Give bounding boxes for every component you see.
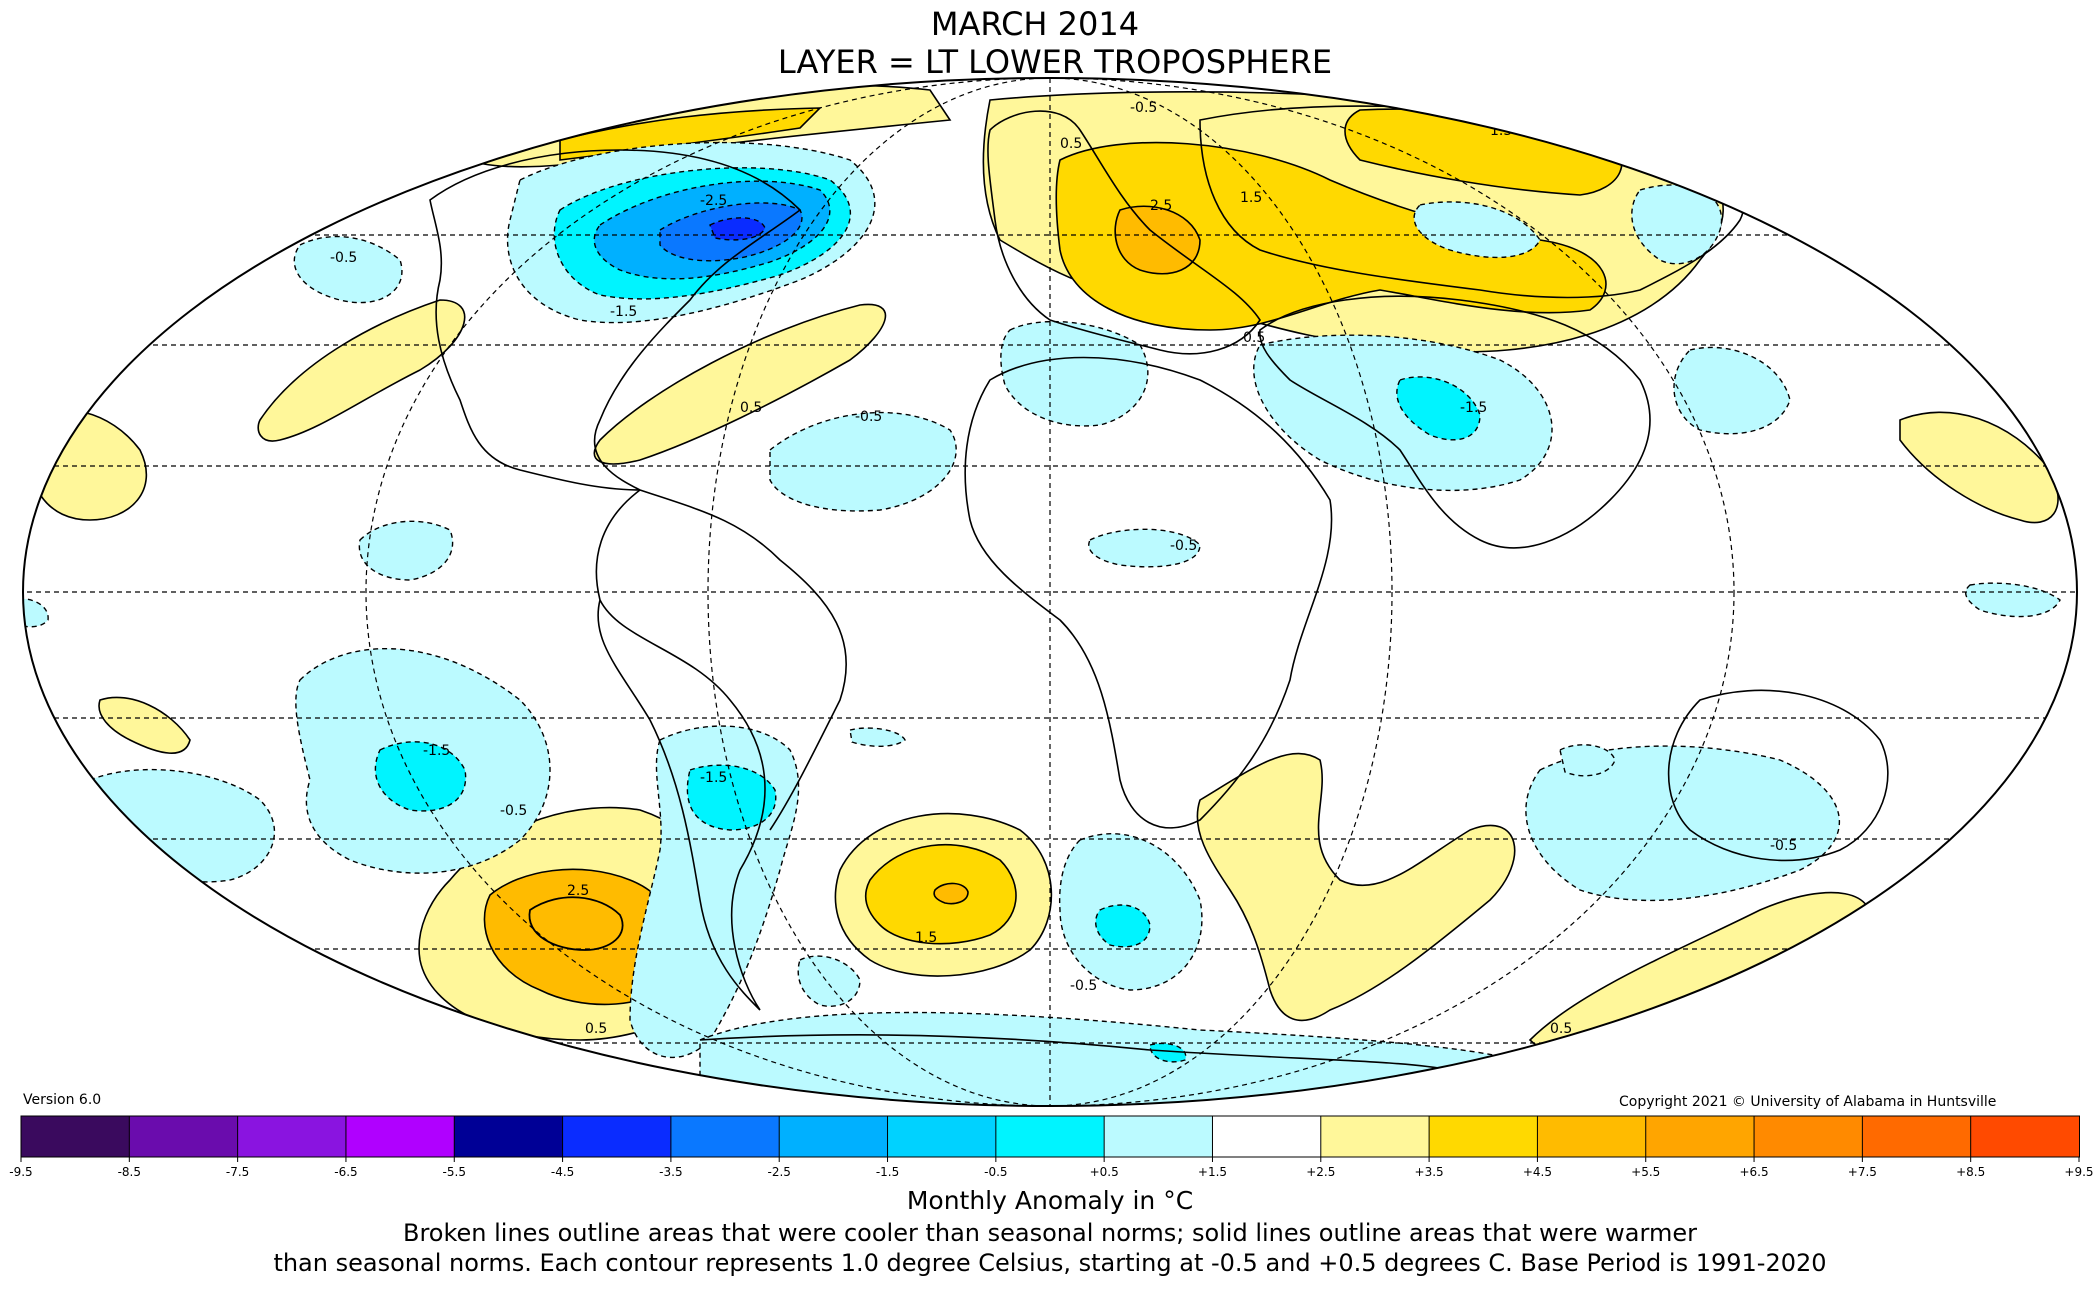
colorbar-tick-label: -9.5 (9, 1165, 32, 1179)
contour-label: 1.5 (1240, 190, 1262, 206)
colorbar-cell (1211, 1115, 1322, 1158)
colorbar-tick-label: -2.5 (767, 1165, 790, 1179)
map-subtitle: LAYER = LT LOWER TROPOSPHERE (777, 43, 1333, 81)
colorbar-cell (128, 1115, 239, 1158)
colorbar-cell (1645, 1115, 1756, 1158)
colorbar-tick-label: -0.5 (984, 1165, 1007, 1179)
anomaly-map: -0.5 -0.5 -0.5 -0.5 -0.5 -0.5 -0.5 0.5 0… (22, 77, 2078, 1107)
colorbar-tick-label: -6.5 (334, 1165, 357, 1179)
colorbar-label: Monthly Anomaly in °C (906, 1186, 1194, 1215)
colorbar-cell (778, 1115, 889, 1158)
colorbar-cell (1103, 1115, 1214, 1158)
contour-label: -0.5 (855, 409, 882, 425)
contour-label: -0.5 (1130, 100, 1157, 116)
colorbar-tick-label: +8.5 (1956, 1165, 1985, 1179)
colorbar-cell (1861, 1115, 1972, 1158)
colorbar-tick-label: -5.5 (443, 1165, 466, 1179)
colorbar-tick-label: -1.5 (876, 1165, 899, 1179)
colorbar-tick-label: +2.5 (1306, 1165, 1335, 1179)
contour-label: 0.5 (1243, 330, 1265, 346)
contour-label: -0.5 (330, 250, 357, 266)
colorbar-tick-label: +1.5 (1198, 1165, 1227, 1179)
copyright-label: Copyright 2021 © University of Alabama i… (1619, 1094, 1997, 1110)
colorbar-cell (562, 1115, 672, 1158)
contour-label: 0.5 (585, 1021, 607, 1037)
colorbar-tick-label: +3.5 (1415, 1165, 1444, 1179)
map-title: MARCH 2014 (930, 5, 1140, 43)
footer-note-line2: than seasonal norms. Each contour repres… (273, 1249, 1827, 1277)
colorbar-cell (1428, 1115, 1539, 1158)
contour-label: -1.5 (423, 743, 450, 759)
contour-label: -1.5 (700, 770, 727, 786)
colorbar-cells (20, 1115, 2080, 1158)
colorbar-cell (1320, 1115, 1431, 1158)
colorbar-tick-label: +9.5 (2064, 1165, 2093, 1179)
colorbar-tick-label: +4.5 (1523, 1165, 1552, 1179)
colorbar-cell (237, 1115, 347, 1158)
contour-labels: -0.5 -0.5 -0.5 -0.5 -0.5 -0.5 -0.5 0.5 0… (330, 100, 1797, 1037)
contour-label: 2.5 (567, 883, 589, 899)
colorbar-tick-label: +6.5 (1739, 1165, 1768, 1179)
graticule (23, 78, 2077, 1106)
contour-label: 2.5 (1150, 198, 1172, 214)
colorbar-tick-label: -4.5 (551, 1165, 574, 1179)
colorbar-cell (453, 1115, 564, 1158)
colorbar-cell (887, 1115, 997, 1158)
contour-label: -1.5 (1460, 400, 1487, 416)
contour-label: -0.5 (1770, 838, 1797, 854)
colorbar-tick-label: -7.5 (226, 1165, 249, 1179)
colorbar-tick-label: +5.5 (1631, 1165, 1660, 1179)
colorbar: -9.5 -8.5 -7.5 -6.5 -5.5 -4.5 -3.5 -2.5 -1.5 -0.5… (9, 1115, 2094, 1179)
contour-label: 0.5 (1060, 136, 1082, 152)
colorbar-tick-label: -3.5 (659, 1165, 682, 1179)
colorbar-tick-label: +7.5 (1848, 1165, 1877, 1179)
colorbar-ticks: -9.5 -8.5 -7.5 -6.5 -5.5 -4.5 -3.5 -2.5 -1.5 -0.5… (9, 1157, 2094, 1179)
contour-label: -1.5 (610, 304, 637, 320)
colorbar-cell (345, 1115, 456, 1158)
colorbar-cell (1970, 1115, 2080, 1158)
version-label: Version 6.0 (23, 1092, 102, 1108)
contour-label: -2.5 (700, 193, 727, 209)
colorbar-cell (1753, 1115, 1864, 1158)
contour-label: -0.5 (500, 803, 527, 819)
contour-label: 1.5 (915, 930, 937, 946)
contour-label: -0.5 (1070, 978, 1097, 994)
contour-label: 0.5 (740, 400, 762, 416)
colorbar-cell (670, 1115, 781, 1158)
colorbar-tick-label: +0.5 (1090, 1165, 1119, 1179)
contour-label: 0.5 (1550, 1021, 1572, 1037)
map-border (22, 77, 2078, 1107)
colorbar-cell (995, 1115, 1106, 1158)
colorbar-tick-label: -8.5 (118, 1165, 141, 1179)
contour-label: -0.5 (1170, 538, 1197, 554)
colorbar-cell (1536, 1115, 1647, 1158)
footer-note-line1: Broken lines outline areas that were coo… (403, 1219, 1697, 1247)
colorbar-cell (20, 1115, 131, 1158)
